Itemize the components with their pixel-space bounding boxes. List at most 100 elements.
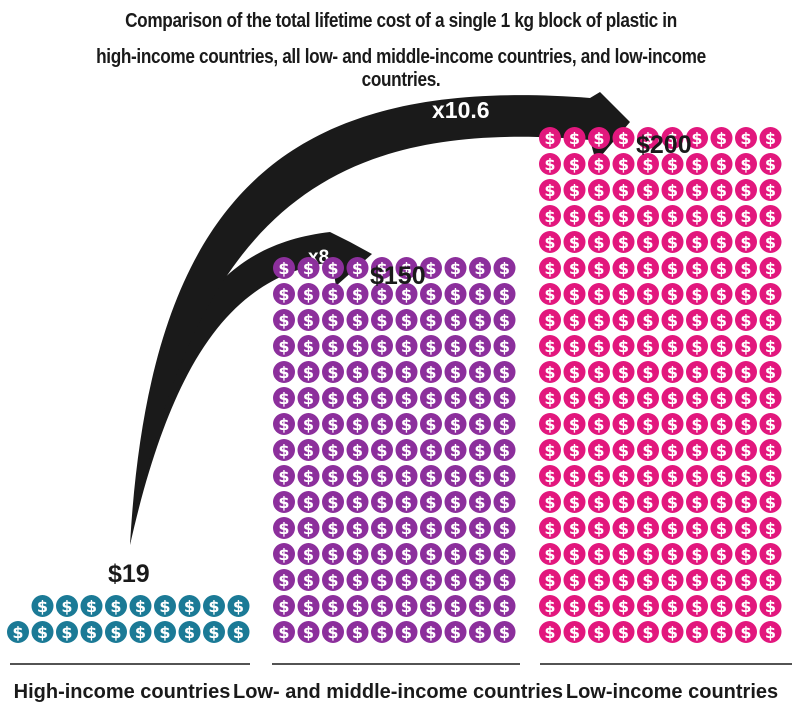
svg-text:$: $ <box>303 493 314 512</box>
svg-text:$: $ <box>569 155 580 174</box>
svg-text:$: $ <box>593 441 604 460</box>
svg-text:$: $ <box>544 181 555 200</box>
svg-text:$: $ <box>499 493 510 512</box>
dollar-coin-icon: $ <box>661 127 684 149</box>
svg-text:$: $ <box>716 337 727 356</box>
dollar-coin-icon: $ <box>563 439 586 461</box>
svg-text:$: $ <box>593 467 604 486</box>
dollar-coin-icon: $ <box>297 257 320 279</box>
dollar-coin-icon: $ <box>297 413 320 435</box>
svg-text:$: $ <box>716 623 727 642</box>
dollar-coin-icon: $ <box>539 205 561 227</box>
svg-text:$: $ <box>740 233 751 252</box>
svg-text:$: $ <box>618 467 629 486</box>
svg-text:$: $ <box>569 259 580 278</box>
svg-text:$: $ <box>667 493 678 512</box>
dollar-coin-icon: $ <box>273 361 295 383</box>
svg-text:$: $ <box>401 571 412 590</box>
dollar-coin-icon: $ <box>420 569 442 591</box>
dollar-coin-icon: $ <box>395 595 418 617</box>
svg-text:$: $ <box>569 493 580 512</box>
dollar-coin-icon: $ <box>469 517 491 539</box>
svg-text:$: $ <box>278 415 289 434</box>
svg-text:$: $ <box>327 597 338 616</box>
dollar-coin-icon: $ <box>420 621 442 643</box>
dollar-coin-icon: $ <box>371 517 393 539</box>
svg-text:$: $ <box>593 337 604 356</box>
dollar-coin-icon: $ <box>297 569 320 591</box>
dollar-coin-icon: $ <box>346 283 369 305</box>
svg-text:$: $ <box>593 571 604 590</box>
dollar-coin-icon: $ <box>588 153 610 175</box>
dollar-coin-icon: $ <box>710 231 733 253</box>
dollar-coin-icon: $ <box>227 621 250 643</box>
svg-text:$: $ <box>544 259 555 278</box>
svg-text:$: $ <box>765 493 776 512</box>
dollar-coin-icon: $ <box>297 465 320 487</box>
svg-text:$: $ <box>425 519 436 538</box>
dollar-coin-icon: $ <box>563 231 586 253</box>
svg-text:$: $ <box>642 181 653 200</box>
dollar-coin-icon: $ <box>759 569 782 591</box>
dollar-coin-icon: $ <box>395 517 418 539</box>
svg-text:$: $ <box>667 571 678 590</box>
value-label-low-middle-income: $150 <box>370 262 426 290</box>
dollar-coin-icon: $ <box>637 153 659 175</box>
dollar-coin-icon: $ <box>395 439 418 461</box>
svg-text:$: $ <box>352 441 363 460</box>
dollar-coin-icon: $ <box>273 257 295 279</box>
svg-text:$: $ <box>716 571 727 590</box>
dollar-coin-icon: $ <box>469 361 491 383</box>
dollar-coin-icon: $ <box>637 491 659 513</box>
dollar-coin-icon: $ <box>710 413 733 435</box>
dollar-coin-icon: $ <box>612 595 635 617</box>
svg-text:$: $ <box>740 571 751 590</box>
dollar-coin-icon: $ <box>710 335 733 357</box>
dollar-coin-icon: $ <box>371 543 393 565</box>
svg-text:$: $ <box>593 415 604 434</box>
svg-text:$: $ <box>593 233 604 252</box>
svg-text:$: $ <box>765 571 776 590</box>
dollar-coin-icon: $ <box>297 283 320 305</box>
dollar-coin-icon: $ <box>539 595 561 617</box>
svg-text:$: $ <box>716 389 727 408</box>
dollar-coin-icon: $ <box>710 361 733 383</box>
svg-text:$: $ <box>740 389 751 408</box>
dollar-coin-icon: $ <box>539 179 561 201</box>
dollar-coin-icon: $ <box>759 361 782 383</box>
svg-text:$: $ <box>450 571 461 590</box>
svg-text:$: $ <box>691 571 702 590</box>
dollar-coin-icon: $ <box>444 621 467 643</box>
dollar-coin-icon: $ <box>710 257 733 279</box>
dollar-coin-icon: $ <box>563 517 586 539</box>
bar-low-income: $ $ $ $ $ $ $ $ $ $ $ $ $ $ $ $ $ $ $ $ $ $ $ $ $ $ $ $ $ $ $ $ $ $ $ $ $ $ $ $… <box>539 127 782 643</box>
dollar-coin-icon: $ <box>735 543 757 565</box>
svg-text:$: $ <box>569 129 580 148</box>
dollar-coin-icon: $ <box>539 569 561 591</box>
svg-text:$: $ <box>765 545 776 564</box>
dollar-coin-icon: $ <box>710 205 733 227</box>
dollar-coin-icon: $ <box>661 569 684 591</box>
svg-text:$: $ <box>401 467 412 486</box>
svg-text:$: $ <box>303 415 314 434</box>
svg-text:$: $ <box>642 285 653 304</box>
svg-text:$: $ <box>278 285 289 304</box>
dollar-coin-icon: $ <box>539 127 561 149</box>
svg-text:$: $ <box>642 597 653 616</box>
dollar-coin-icon: $ <box>322 491 344 513</box>
dollar-coin-icon: $ <box>661 283 684 305</box>
svg-text:$: $ <box>544 389 555 408</box>
svg-text:$: $ <box>593 363 604 382</box>
dollar-coin-icon: $ <box>637 543 659 565</box>
svg-text:$: $ <box>401 389 412 408</box>
dollar-coin-icon: $ <box>297 387 320 409</box>
svg-text:$: $ <box>544 493 555 512</box>
svg-text:$: $ <box>642 363 653 382</box>
dollar-coin-icon: $ <box>661 595 684 617</box>
dollar-coin-icon: $ <box>612 465 635 487</box>
svg-text:$: $ <box>716 415 727 434</box>
dollar-coin-icon: $ <box>612 283 635 305</box>
dollar-coin-icon: $ <box>661 543 684 565</box>
svg-text:$: $ <box>642 129 653 148</box>
svg-text:$: $ <box>740 441 751 460</box>
